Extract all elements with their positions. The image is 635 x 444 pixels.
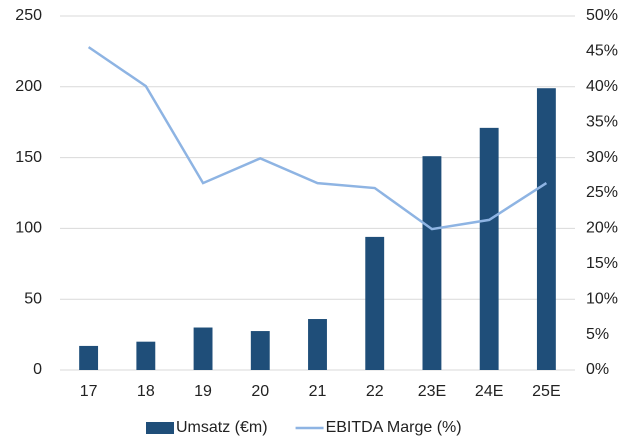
legend-label: EBITDA Marge (%) xyxy=(326,419,462,436)
y-tick-label: 50 xyxy=(24,290,42,307)
x-tick-label: 17 xyxy=(80,383,98,400)
line-series xyxy=(87,46,548,231)
y2-tick-label: 50% xyxy=(586,7,618,24)
y2-tick-label: 35% xyxy=(586,113,618,130)
x-tick-label: 18 xyxy=(137,383,155,400)
x-tick-label: 19 xyxy=(194,383,212,400)
y2-tick-label: 5% xyxy=(586,326,609,343)
y-tick-label: 250 xyxy=(15,7,42,24)
x-tick-label: 25E xyxy=(532,383,560,400)
x-tick-label: 22 xyxy=(366,383,384,400)
bar xyxy=(250,331,270,370)
bar xyxy=(422,156,442,370)
x-tick-label: 23E xyxy=(418,383,446,400)
y2-tick-label: 10% xyxy=(586,290,618,307)
x-tick-label: 21 xyxy=(309,383,327,400)
y2-tick-label: 40% xyxy=(586,78,618,95)
y-tick-label: 100 xyxy=(15,220,42,237)
legend-swatch xyxy=(146,422,174,434)
x-tick-label: 20 xyxy=(251,383,269,400)
y2-tick-label: 25% xyxy=(586,184,618,201)
y2-tick-label: 20% xyxy=(586,220,618,237)
y2-tick-label: 45% xyxy=(586,43,618,60)
x-tick-label: 24E xyxy=(475,383,503,400)
bar xyxy=(193,327,213,370)
bar xyxy=(136,341,156,370)
y-tick-label: 150 xyxy=(15,149,42,166)
bar xyxy=(365,236,385,370)
y2-tick-label: 15% xyxy=(586,255,618,272)
y2-tick-label: 0% xyxy=(586,361,609,378)
bar xyxy=(308,319,327,370)
bar xyxy=(79,345,99,370)
legend-label: Umsatz (€m) xyxy=(176,419,268,436)
y-tick-label: 200 xyxy=(15,78,42,95)
bar xyxy=(536,88,556,370)
y2-tick-label: 30% xyxy=(586,149,618,166)
y-tick-label: 0 xyxy=(33,361,42,378)
bar xyxy=(479,127,499,370)
